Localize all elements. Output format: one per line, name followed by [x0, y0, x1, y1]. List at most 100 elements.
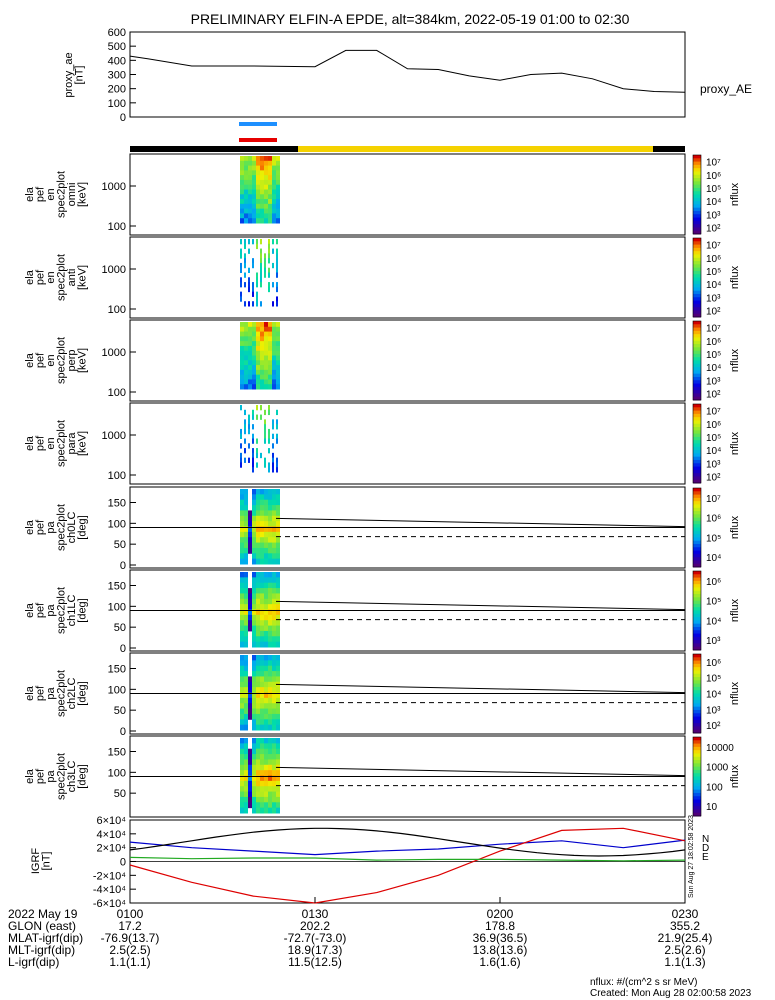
footer-value: 36.9(36.5)	[473, 931, 528, 945]
energy-spectrogram-2-data-cell	[240, 369, 244, 376]
energy-spectrogram-1-data-cell	[252, 258, 254, 264]
energy-spectrogram-2-data-cell	[272, 331, 276, 337]
energy-spectrogram-1-data-cell	[264, 262, 266, 269]
pitch-angle-spectrogram-1-data-cell	[276, 604, 280, 610]
pitch-angle-spectrogram-3-data-cell	[244, 754, 248, 760]
pitch-angle-spectrogram-2-data-cell	[260, 697, 264, 704]
pitch-angle-spectrogram-2-data-cell	[256, 660, 260, 667]
energy-spectrogram-2-data-cell	[276, 345, 280, 352]
pitch-angle-spectrogram-0-data-cell	[260, 521, 264, 527]
pitch-angle-spectrogram-2-data-cell	[268, 692, 272, 699]
energy-spectrogram-0-data-cell	[244, 199, 248, 205]
energy-spectrogram-0-data-cell	[248, 218, 252, 224]
colorbar-7-swatch	[693, 792, 701, 797]
energy-spectrogram-2-data-cell	[264, 350, 268, 356]
pitch-angle-spectrogram-2-data-cell	[256, 665, 260, 672]
pitch-angle-spectrogram-2-data-cell	[268, 713, 272, 720]
pitch-angle-spectrogram-2-data-cell	[276, 708, 280, 715]
pitch-angle-spectrogram-2-data-cell	[240, 676, 244, 683]
pitch-angle-spectrogram-1-data-cell	[244, 588, 248, 594]
colorbar-1-swatch	[693, 244, 701, 249]
energy-spectrogram-3-data-cell	[252, 467, 254, 473]
colorbar-2-swatch	[693, 327, 701, 332]
pitch-angle-spectrogram-3-data-cell	[252, 786, 256, 793]
pitch-angle-spectrogram-0-data-cell	[264, 558, 268, 565]
pitch-angle-spectrogram-0-data-cell	[276, 521, 280, 527]
pitch-angle-spectrogram-2-data-cell	[264, 724, 268, 731]
energy-spectrogram-2-frame	[129, 319, 686, 402]
energy-spectrogram-2-data-cell	[264, 369, 268, 376]
colorbar-0-swatch	[693, 161, 701, 166]
colorbar-2-swatch	[693, 363, 701, 368]
pitch-angle-spectrogram-0-data-cell	[240, 553, 244, 560]
energy-spectrogram-0-data-cell	[248, 199, 252, 205]
energy-spectrogram-0-data-cell	[256, 160, 260, 167]
energy-spectrogram-2-data-cell	[248, 336, 252, 342]
footer-row-label: GLON (east)	[8, 919, 76, 933]
pitch-angle-spectrogram-1-data-cell	[272, 636, 276, 643]
colorbar-4-swatch	[693, 534, 701, 538]
energy-spectrogram-0-data-cell	[248, 184, 252, 190]
pitch-angle-spectrogram-3-data-cell	[244, 791, 248, 798]
pitch-angle-spectrogram-3-data-cell	[240, 759, 244, 766]
pitch-angle-spectrogram-3-data-cell	[276, 791, 280, 798]
pitch-angle-spectrogram-1-trend-line	[275, 600, 686, 611]
pitch-angle-spectrogram-0-data-cell	[276, 558, 280, 565]
pitch-angle-spectrogram-2-data-cell	[268, 676, 272, 683]
energy-spectrogram-0-data-cell	[244, 179, 248, 186]
igrf-series-N	[129, 839, 686, 856]
colorbar-1-tick: 10³	[706, 293, 721, 304]
pitch-angle-spectrogram-3-data-cell	[248, 802, 252, 809]
energy-spectrogram-0-data-cell	[240, 179, 244, 186]
energy-spectrogram-2-data-cell	[248, 379, 252, 385]
energy-spectrogram-2-ylabel-line: perp	[66, 349, 78, 371]
pitch-angle-spectrogram-1-data-cell	[252, 614, 256, 621]
footer-row-label: 2022 May 19	[8, 907, 78, 921]
pitch-angle-spectrogram-0-ylabel-line: spec2plot	[55, 504, 67, 551]
colorbar-0-swatch	[693, 224, 701, 228]
energy-spectrogram-0-data-cell	[276, 203, 280, 210]
pitch-angle-spectrogram-2-data-cell	[260, 713, 264, 720]
pitch-angle-spectrogram-3-data-cell	[248, 791, 252, 798]
energy-spectrogram-1-data-cell	[252, 239, 254, 245]
igrf-tick-label: -4×10⁴	[93, 884, 126, 896]
energy-spectrogram-2-data-cell	[276, 341, 280, 347]
pitch-angle-spectrogram-0-tick-label: 100	[108, 518, 126, 530]
energy-spectrogram-1-data-cell	[240, 277, 242, 283]
pitch-angle-spectrogram-3-data-cell	[260, 802, 264, 809]
energy-spectrogram-1-data-cell	[268, 258, 270, 264]
colorbar-7-swatch	[693, 786, 701, 791]
pitch-angle-spectrogram-1-data-cell	[244, 614, 248, 621]
colorbar-2-swatch	[693, 386, 701, 391]
pitch-angle-spectrogram-0-data-cell	[256, 521, 260, 527]
pitch-angle-spectrogram-2-data-cell	[264, 665, 268, 672]
energy-spectrogram-1-tick-label: 1000	[102, 264, 126, 276]
energy-spectrogram-0-data-cell	[264, 203, 268, 210]
pitch-angle-spectrogram-1-data-cell	[256, 593, 260, 600]
energy-spectrogram-2-data-cell	[252, 345, 256, 352]
energy-spectrogram-2-data-cell	[252, 360, 256, 366]
pitch-angle-spectrogram-2-data-cell	[240, 687, 244, 693]
energy-spectrogram-1-data-cell	[260, 267, 262, 273]
colorbar-7-swatch	[693, 737, 701, 741]
energy-spectrogram-0-data-cell	[264, 175, 268, 181]
pitch-angle-spectrogram-3-data-cell	[272, 791, 276, 798]
energy-spectrogram-0-data-cell	[248, 208, 252, 214]
pitch-angle-spectrogram-3-data-cell	[268, 802, 272, 809]
colorbar-1-swatch	[693, 254, 701, 259]
energy-spectrogram-2-data-cell	[272, 365, 276, 371]
pitch-angle-spectrogram-0-data-cell	[256, 553, 260, 560]
pitch-angle-spectrogram-3-data-cell	[252, 796, 256, 803]
colorbar-7-swatch	[693, 760, 701, 764]
igrf-tick-label: 2×10⁴	[96, 843, 126, 855]
energy-spectrogram-0-data-cell	[256, 194, 260, 200]
colorbar-0-swatch	[693, 217, 701, 222]
pitch-angle-spectrogram-2-data-cell	[272, 692, 276, 699]
energy-spectrogram-0-data-cell	[240, 194, 244, 200]
energy-spectrogram-0-data-cell	[276, 189, 280, 195]
energy-spectrogram-3-data-cell	[268, 433, 270, 439]
pitch-angle-spectrogram-1-tick-label: 100	[108, 601, 126, 613]
pitch-angle-spectrogram-0-data-cell	[248, 510, 252, 517]
energy-spectrogram-3-data-cell	[256, 405, 258, 411]
pitch-angle-spectrogram-2-data-cell	[272, 676, 276, 683]
